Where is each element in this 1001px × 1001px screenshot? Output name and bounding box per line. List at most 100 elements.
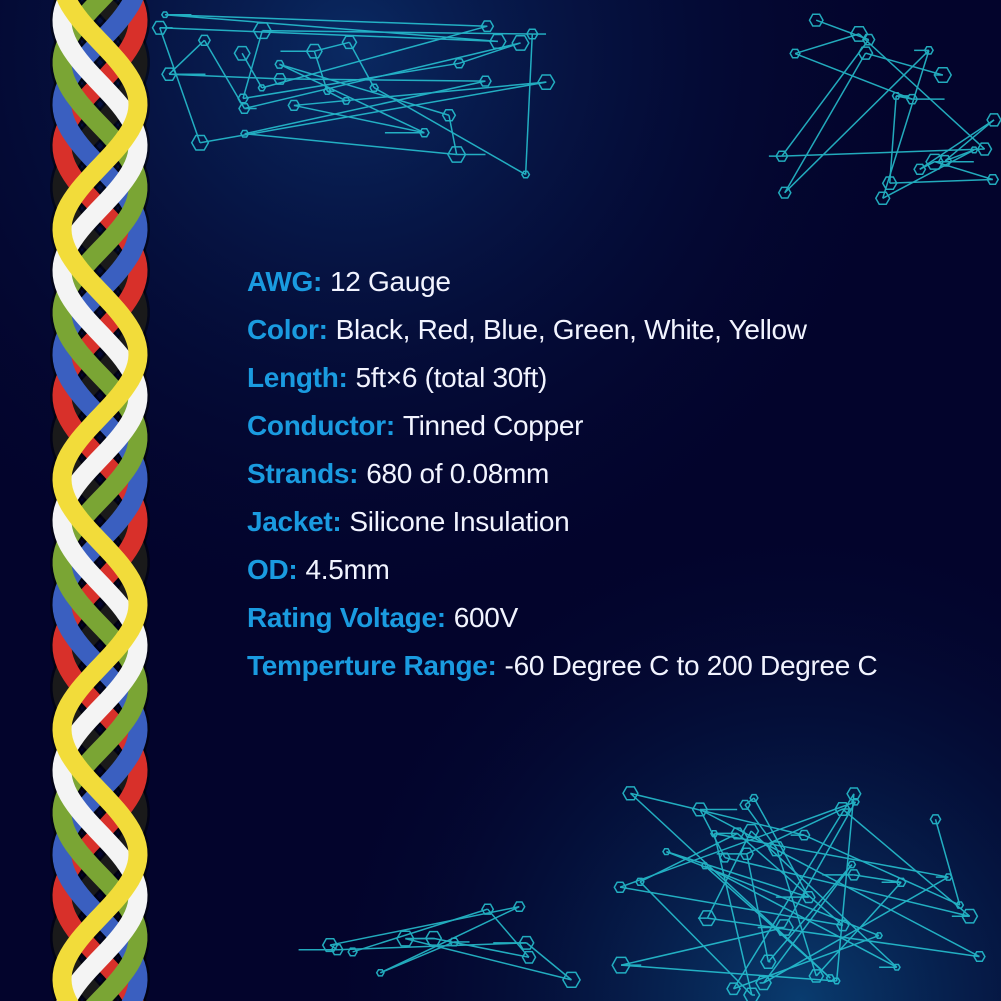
circuit-trace [279,78,486,82]
circuit-node [973,951,986,963]
circuit-trace [621,964,837,982]
circuit-trace [699,808,980,958]
circuit-trace [241,52,263,89]
circuit-trace [630,792,805,836]
circuit-trace [783,801,857,928]
circuit-trace [815,881,902,977]
circuit-trace [164,13,498,43]
circuit-node [874,191,891,206]
circuit-node [929,814,942,825]
spec-list: AWG: 12 Gauge Color: Black, Red, Blue, Gre… [247,262,878,694]
spec-row-jacket: Jacket: Silicone Insulation [247,502,877,550]
circuit-trace [888,95,897,184]
circuit-trace [352,908,488,953]
circuit-trace [373,87,527,176]
circuit-node [513,901,526,913]
circuit-trace [619,886,843,927]
circuit-trace [781,39,870,157]
circuit-trace [858,33,986,150]
circuit-node [274,59,285,69]
circuit-trace [619,801,856,888]
spec-value: 12 Gauge [330,266,451,297]
circuit-node [287,99,301,112]
circuit-node [375,968,385,977]
circuit-trace [733,934,880,990]
spec-value: 680 of 0.08mm [366,458,550,489]
circuit-node [622,786,639,801]
circuit-trace [293,104,425,134]
spec-value: 4.5mm [305,554,390,585]
circuit-pattern [151,11,1001,1001]
circuit-trace [919,119,995,170]
circuit-node [846,787,862,801]
circuit-trace [261,25,488,89]
circuit-trace [329,944,338,951]
circuit-trace [732,793,855,990]
spec-row-length: Length: 5ft×6 (total 30ft) [247,358,877,406]
circuit-node [847,860,857,869]
circuit-trace [326,90,347,102]
circuit-node [710,830,719,838]
circuit-trace [487,908,530,958]
circuit-trace [865,52,943,76]
circuit-trace [164,13,488,27]
circuit-trace [242,62,460,100]
circuit-trace [794,33,860,55]
circuit-trace [244,80,486,135]
circuit-node [521,950,537,964]
circuit-trace [524,34,534,175]
spec-label: Conductor: [247,410,395,441]
circuit-trace [448,115,458,155]
circuit-node [257,84,267,92]
circuit-node [808,969,825,983]
spec-label: Strands: [247,458,359,489]
circuit-trace [199,81,547,144]
spec-value: Silicone Insulation [349,506,570,537]
circuit-trace [244,132,457,156]
circuit-trace [744,797,755,806]
circuit-trace [815,19,870,41]
wire-strand [52,0,148,1001]
circuit-node [160,11,169,19]
circuit-trace [639,881,753,996]
circuit-node [808,13,824,27]
circuit-node [881,176,898,191]
circuit-trace [279,63,450,116]
circuit-node [151,20,168,35]
circuit-node [849,25,869,42]
circuit-trace [762,864,853,984]
circuit-trace [620,926,785,966]
spec-label: Rating Voltage: [247,602,446,633]
circuit-trace [699,809,726,858]
circuit-trace [776,848,818,977]
circuit-node [511,35,530,51]
spec-value: 600V [453,602,519,633]
spec-row-color: Color: Black, Red, Blue, Green, White, Ye… [247,310,877,358]
circuit-trace [262,29,533,35]
spec-label: Jacket: [247,506,342,537]
circuit-trace [784,49,930,194]
spec-label: OD: [247,554,298,585]
circuit-node [938,154,953,167]
spec-row-strands: Strands: 680 of 0.08mm [247,454,877,502]
circuit-node [613,881,627,893]
circuit-node [875,932,883,940]
circuit-node [521,170,531,179]
circuit-trace [293,81,547,107]
circuit-trace [168,39,205,75]
circuit-trace [746,853,770,962]
circuit-node [453,58,466,69]
spec-row-conductor: Conductor: Tinned Copper [247,406,877,454]
circuit-trace [750,830,898,968]
circuit-trace [882,50,930,199]
circuit-trace [329,905,520,946]
spec-label: Length: [247,362,348,393]
circuit-node [969,146,979,154]
circuit-trace [724,856,970,917]
circuit-node [662,847,671,856]
circuit-node [537,74,556,91]
circuit-trace [242,30,264,99]
circuit-trace [458,42,521,65]
circuit-trace [944,119,995,162]
circuit-node [441,109,457,122]
